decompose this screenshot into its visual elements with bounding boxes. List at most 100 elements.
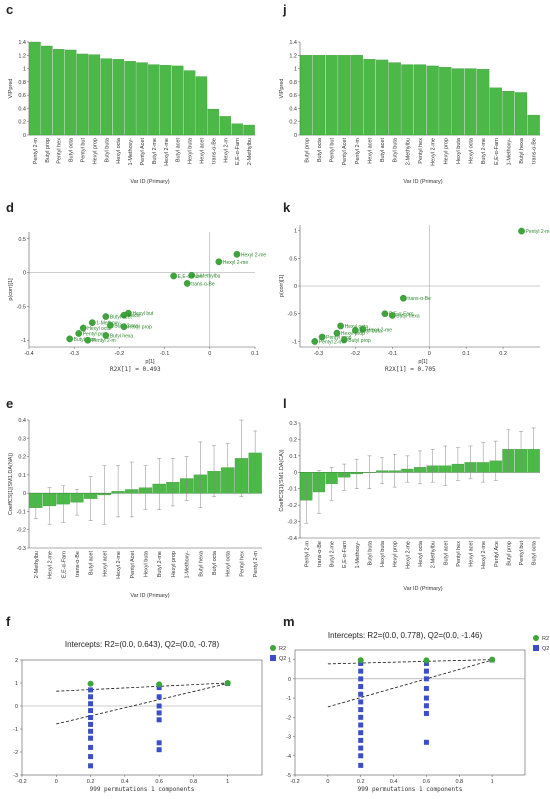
r2-point (87, 680, 94, 687)
point-label: Hexyl 2-me (367, 327, 393, 333)
y-tick-label: 0.3 (289, 421, 297, 427)
q2-point (358, 691, 364, 697)
y-tick-label: 0.4 (18, 418, 26, 424)
bar (124, 61, 136, 136)
y-tick-label: 1 (294, 67, 297, 73)
x-tick-label: Pentyl Acet (130, 551, 136, 579)
panel-label-d: d (6, 200, 14, 215)
q2-point (88, 728, 94, 734)
y-axis-label-c: VIPpred (8, 79, 14, 99)
x-tick-label: Hexyl 2-me (116, 551, 122, 579)
panel-label-l: l (283, 396, 287, 411)
point-label: Butyl buta (359, 328, 381, 334)
x-tick-label: Hexyl octa (418, 540, 424, 567)
loading-point (215, 258, 223, 266)
bar (183, 70, 196, 136)
x-tick-label: Pentyl hex (418, 138, 424, 164)
q2-point (358, 676, 364, 682)
y-tick-label: -3 (13, 773, 18, 779)
bar (195, 76, 208, 136)
x-tick-label: trans-α-Be (211, 138, 217, 164)
q2-point (156, 710, 162, 716)
legend-r2-marker (533, 635, 539, 641)
x-tick-label: Pentyl hex (239, 551, 245, 577)
q2-point (423, 695, 429, 701)
x-tick-label: Butyl 2-me (481, 138, 487, 164)
x-tick-label: Hexyl 2-m (223, 138, 229, 163)
panel-label-f: f (6, 614, 11, 629)
x-axis-label-f: 999 permutations 1 components (90, 786, 195, 793)
y-tick-label: -5 (286, 773, 291, 779)
x-tick-label: Butyl buta (393, 137, 399, 162)
bar (112, 59, 124, 136)
y-tick-label: -1 (21, 338, 26, 344)
x-tick-label: Pentyl Ace (494, 541, 500, 567)
q2-point (156, 703, 162, 709)
q2-point (88, 735, 94, 741)
q2-point (156, 685, 162, 691)
bar (426, 65, 439, 136)
x-tick-label: E,E-α-Farn (342, 541, 348, 568)
x-tick-label: Hexyl buta (380, 540, 386, 567)
x-tick-label: 1 (226, 779, 229, 785)
bar (338, 55, 351, 136)
bar (514, 92, 528, 136)
x-tick-label: 1 (491, 779, 494, 785)
point-label: 2-Methylbu (196, 273, 221, 279)
bar (502, 91, 515, 136)
q2-point (358, 707, 364, 713)
q2-point (358, 668, 364, 674)
point-label: Butyl hexa (396, 313, 420, 319)
q2-regression-line (56, 683, 228, 725)
x-tick-label: Pentyl but (81, 138, 87, 163)
panel-label-e: e (6, 396, 13, 411)
bar (160, 65, 172, 136)
x-axis-label-l: Var ID (Primary) (403, 586, 442, 592)
x-tick-label: 1-Methoxy- (185, 551, 191, 579)
q2-point (423, 703, 429, 709)
r2-point (489, 656, 496, 663)
y-tick-label: 0.8 (18, 80, 26, 86)
y-tick-label: 0.2 (18, 120, 26, 126)
x-tick-label: Butyl acet (176, 138, 182, 163)
panel-label-m: m (283, 614, 295, 629)
y-tick-label: 1 (23, 67, 26, 73)
bar (53, 49, 65, 136)
bar (243, 124, 255, 136)
x-tick-label: Butyl acet (89, 551, 95, 576)
q2-point (423, 668, 429, 674)
q2-point (88, 721, 94, 727)
x-tick-label: Butyl prop (45, 138, 51, 163)
loading-point (388, 312, 396, 319)
x-tick-label: 0.2 (357, 779, 365, 785)
x-tick-label: 0.8 (190, 779, 198, 785)
y-tick-label: 1 (288, 658, 291, 664)
x-tick-label: Hexyl buta (456, 137, 462, 164)
x-axis-label-e: Var ID (Primary) (130, 593, 169, 599)
x-tick-label: -0.1 (388, 351, 397, 357)
y-axis-label-l: CoeffCS[1](SM1.DA(CA)) (279, 449, 285, 511)
y-tick-label: -0.2 (288, 503, 297, 509)
y-tick-label: 0 (23, 271, 26, 277)
y-tick-label: 0 (288, 677, 291, 683)
y-tick-label: 0.6 (18, 93, 26, 99)
y-tick-label: 0 (15, 704, 18, 710)
loading-point (170, 272, 177, 280)
y-tick-label: 0.2 (289, 437, 297, 443)
loading-point (318, 333, 326, 341)
q2-regression-line (327, 659, 493, 708)
loading-point (88, 319, 96, 326)
q2-point (423, 710, 429, 716)
y-tick-label: -0.4 (288, 536, 297, 542)
x-tick-label: Hexyl acet (367, 138, 373, 164)
x-tick-label: Butyl 2-me (152, 138, 158, 164)
loading-point (233, 250, 241, 258)
y-axis-label-k: p(corr)[1] (279, 274, 285, 297)
y-tick-label: 0.1 (289, 454, 297, 460)
x-axis-label-k: p[1] (418, 359, 428, 365)
bar (88, 54, 101, 136)
x-tick-label: Pentyl 2-m (33, 138, 39, 165)
y-tick-label: 1 (15, 681, 18, 687)
x-tick-label: Hexyl buta (144, 550, 150, 577)
